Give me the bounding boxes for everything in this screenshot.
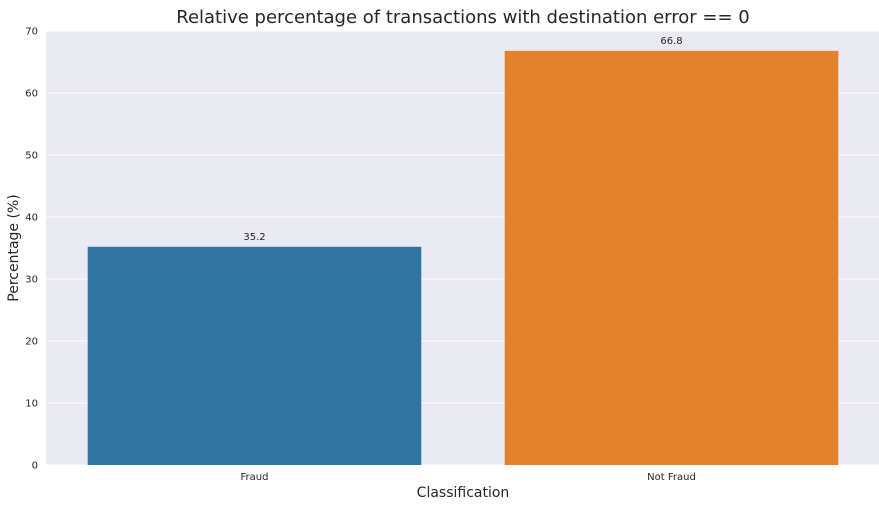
y-tick-label: 0 xyxy=(32,461,38,472)
y-tick-label: 40 xyxy=(25,213,38,224)
y-tick-label: 50 xyxy=(25,151,38,162)
data-label: 66.8 xyxy=(660,36,682,47)
x-tick-label: Not Fraud xyxy=(647,472,696,483)
x-axis-ticks: Fraud Not Fraud xyxy=(241,472,696,483)
bar-not-fraud xyxy=(504,50,839,466)
y-tick-label: 30 xyxy=(25,275,38,286)
y-tick-label: 20 xyxy=(25,337,38,348)
x-tick-label: Fraud xyxy=(241,472,269,483)
bars xyxy=(87,50,839,466)
y-tick-label: 60 xyxy=(25,89,38,100)
y-axis-ticks: 0 10 20 30 40 50 60 70 xyxy=(25,27,38,472)
y-tick-label: 70 xyxy=(25,27,38,38)
x-axis-label: Classification xyxy=(417,485,510,501)
data-labels: 35.2 66.8 xyxy=(243,36,682,243)
data-label: 35.2 xyxy=(243,232,265,243)
y-tick-label: 10 xyxy=(25,399,38,410)
bar-fraud xyxy=(87,246,422,465)
y-axis-label: Percentage (%) xyxy=(6,194,22,301)
chart-title: Relative percentage of transactions with… xyxy=(176,7,749,28)
